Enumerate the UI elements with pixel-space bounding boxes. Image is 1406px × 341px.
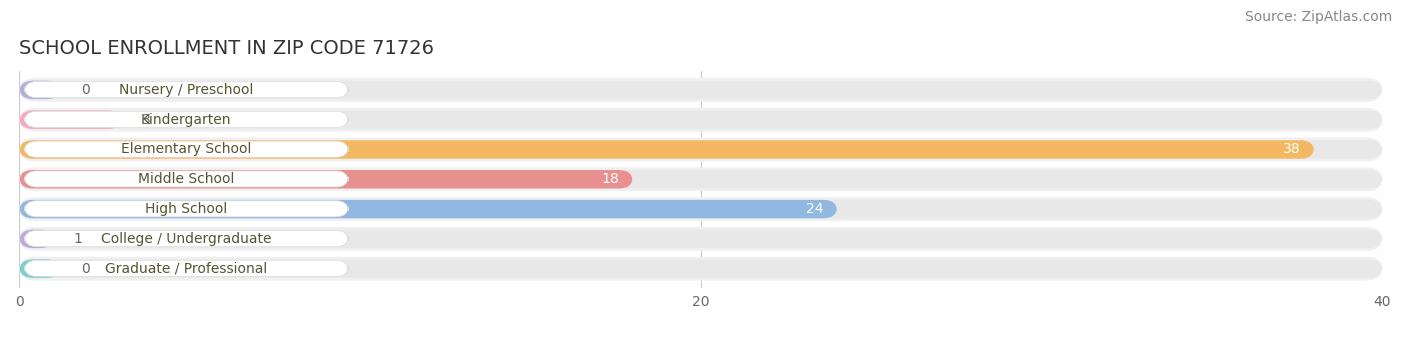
FancyBboxPatch shape bbox=[20, 81, 1382, 99]
FancyBboxPatch shape bbox=[20, 110, 1382, 129]
FancyBboxPatch shape bbox=[20, 227, 1382, 251]
Text: 24: 24 bbox=[806, 202, 824, 216]
Text: SCHOOL ENROLLMENT IN ZIP CODE 71726: SCHOOL ENROLLMENT IN ZIP CODE 71726 bbox=[20, 39, 434, 58]
Text: 3: 3 bbox=[142, 113, 150, 127]
FancyBboxPatch shape bbox=[20, 229, 1382, 248]
FancyBboxPatch shape bbox=[20, 140, 1315, 159]
FancyBboxPatch shape bbox=[24, 201, 349, 217]
FancyBboxPatch shape bbox=[20, 170, 1382, 189]
Text: 1: 1 bbox=[75, 232, 83, 246]
FancyBboxPatch shape bbox=[20, 167, 1382, 191]
Text: Middle School: Middle School bbox=[138, 172, 235, 186]
Text: 38: 38 bbox=[1282, 143, 1301, 157]
FancyBboxPatch shape bbox=[20, 78, 1382, 102]
Text: 0: 0 bbox=[80, 262, 90, 276]
FancyBboxPatch shape bbox=[20, 200, 837, 218]
Text: College / Undergraduate: College / Undergraduate bbox=[101, 232, 271, 246]
FancyBboxPatch shape bbox=[20, 257, 1382, 281]
FancyBboxPatch shape bbox=[20, 140, 1382, 159]
FancyBboxPatch shape bbox=[20, 229, 53, 248]
Text: High School: High School bbox=[145, 202, 228, 216]
Text: 0: 0 bbox=[80, 83, 90, 97]
FancyBboxPatch shape bbox=[20, 197, 1382, 221]
FancyBboxPatch shape bbox=[24, 141, 349, 157]
FancyBboxPatch shape bbox=[24, 231, 349, 247]
Text: Source: ZipAtlas.com: Source: ZipAtlas.com bbox=[1244, 10, 1392, 24]
Text: Nursery / Preschool: Nursery / Preschool bbox=[120, 83, 253, 97]
Text: Graduate / Professional: Graduate / Professional bbox=[105, 262, 267, 276]
FancyBboxPatch shape bbox=[24, 81, 349, 98]
Text: Kindergarten: Kindergarten bbox=[141, 113, 232, 127]
FancyBboxPatch shape bbox=[20, 170, 633, 189]
Text: 18: 18 bbox=[602, 172, 619, 186]
FancyBboxPatch shape bbox=[24, 260, 349, 277]
FancyBboxPatch shape bbox=[20, 81, 60, 99]
Text: Elementary School: Elementary School bbox=[121, 143, 252, 157]
FancyBboxPatch shape bbox=[20, 137, 1382, 161]
FancyBboxPatch shape bbox=[20, 260, 1382, 278]
FancyBboxPatch shape bbox=[24, 112, 349, 128]
FancyBboxPatch shape bbox=[20, 260, 60, 278]
FancyBboxPatch shape bbox=[20, 110, 121, 129]
FancyBboxPatch shape bbox=[20, 200, 1382, 218]
FancyBboxPatch shape bbox=[24, 171, 349, 187]
FancyBboxPatch shape bbox=[20, 108, 1382, 132]
